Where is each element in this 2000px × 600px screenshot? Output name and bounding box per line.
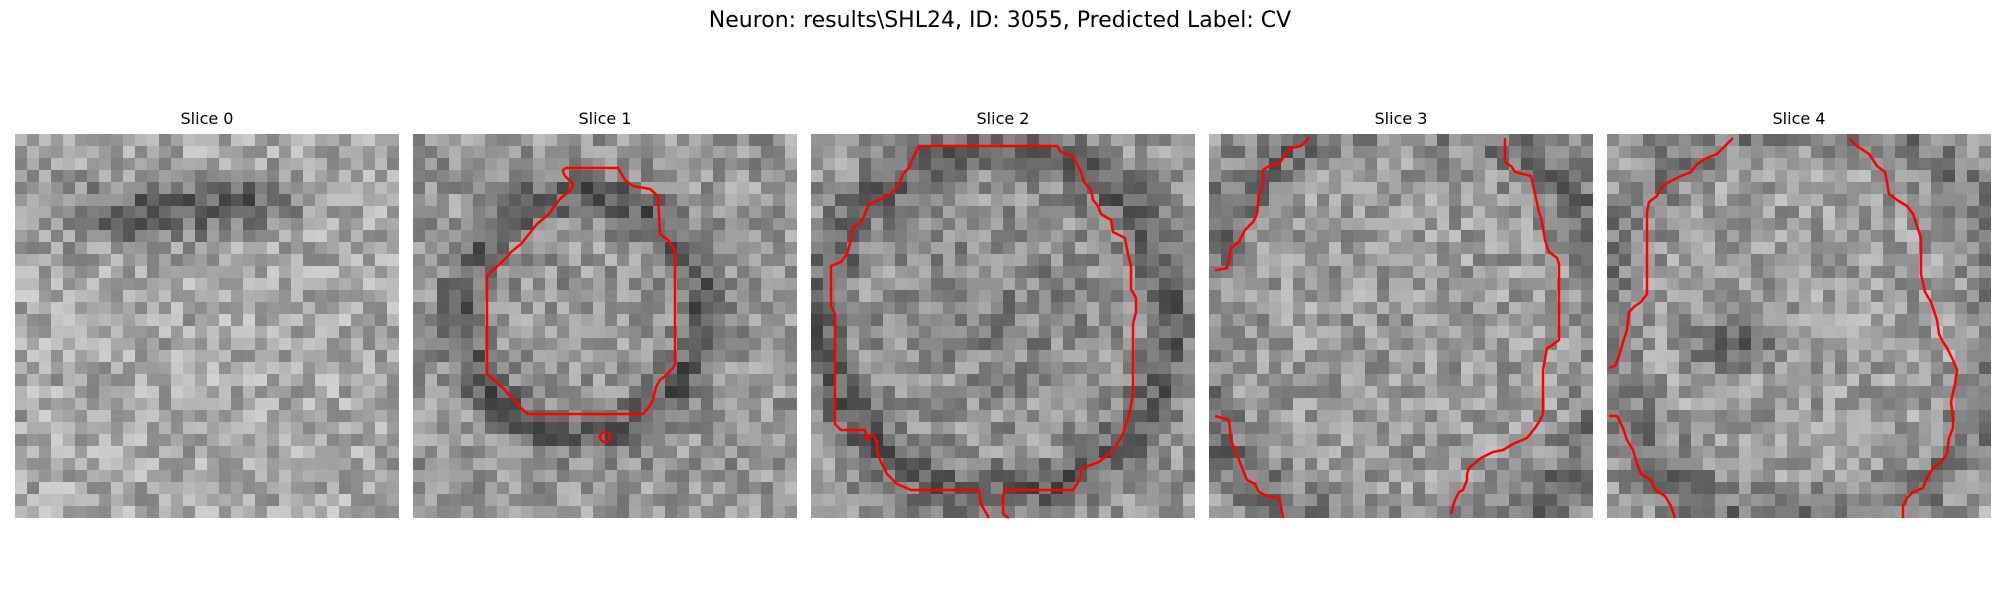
slice-2-canvas xyxy=(811,134,1195,518)
slice-4-image xyxy=(1607,134,1991,519)
slice-3-title: Slice 3 xyxy=(1374,109,1428,128)
slice-3-canvas xyxy=(1209,134,1593,518)
slice-3-contour xyxy=(1214,137,1561,519)
slice-2-image xyxy=(811,134,1195,520)
slice-0-title: Slice 0 xyxy=(180,109,234,128)
slice-1-canvas xyxy=(413,134,797,518)
slice-4-canvas xyxy=(1607,134,1991,518)
slice-4-title: Slice 4 xyxy=(1772,109,1826,128)
slice-3-image xyxy=(1209,134,1593,519)
slice-1-image xyxy=(413,134,797,518)
slice-1-title: Slice 1 xyxy=(578,109,632,128)
slice-2-contour xyxy=(829,144,1138,520)
slice-4-contour xyxy=(1608,137,1959,519)
figure-title: Neuron: results\SHL24, ID: 3055, Predict… xyxy=(708,8,1292,33)
slice-0-image xyxy=(15,134,399,518)
slice-1-contour xyxy=(485,166,677,444)
slice-0-canvas xyxy=(15,134,399,518)
slice-2-title: Slice 2 xyxy=(976,109,1030,128)
